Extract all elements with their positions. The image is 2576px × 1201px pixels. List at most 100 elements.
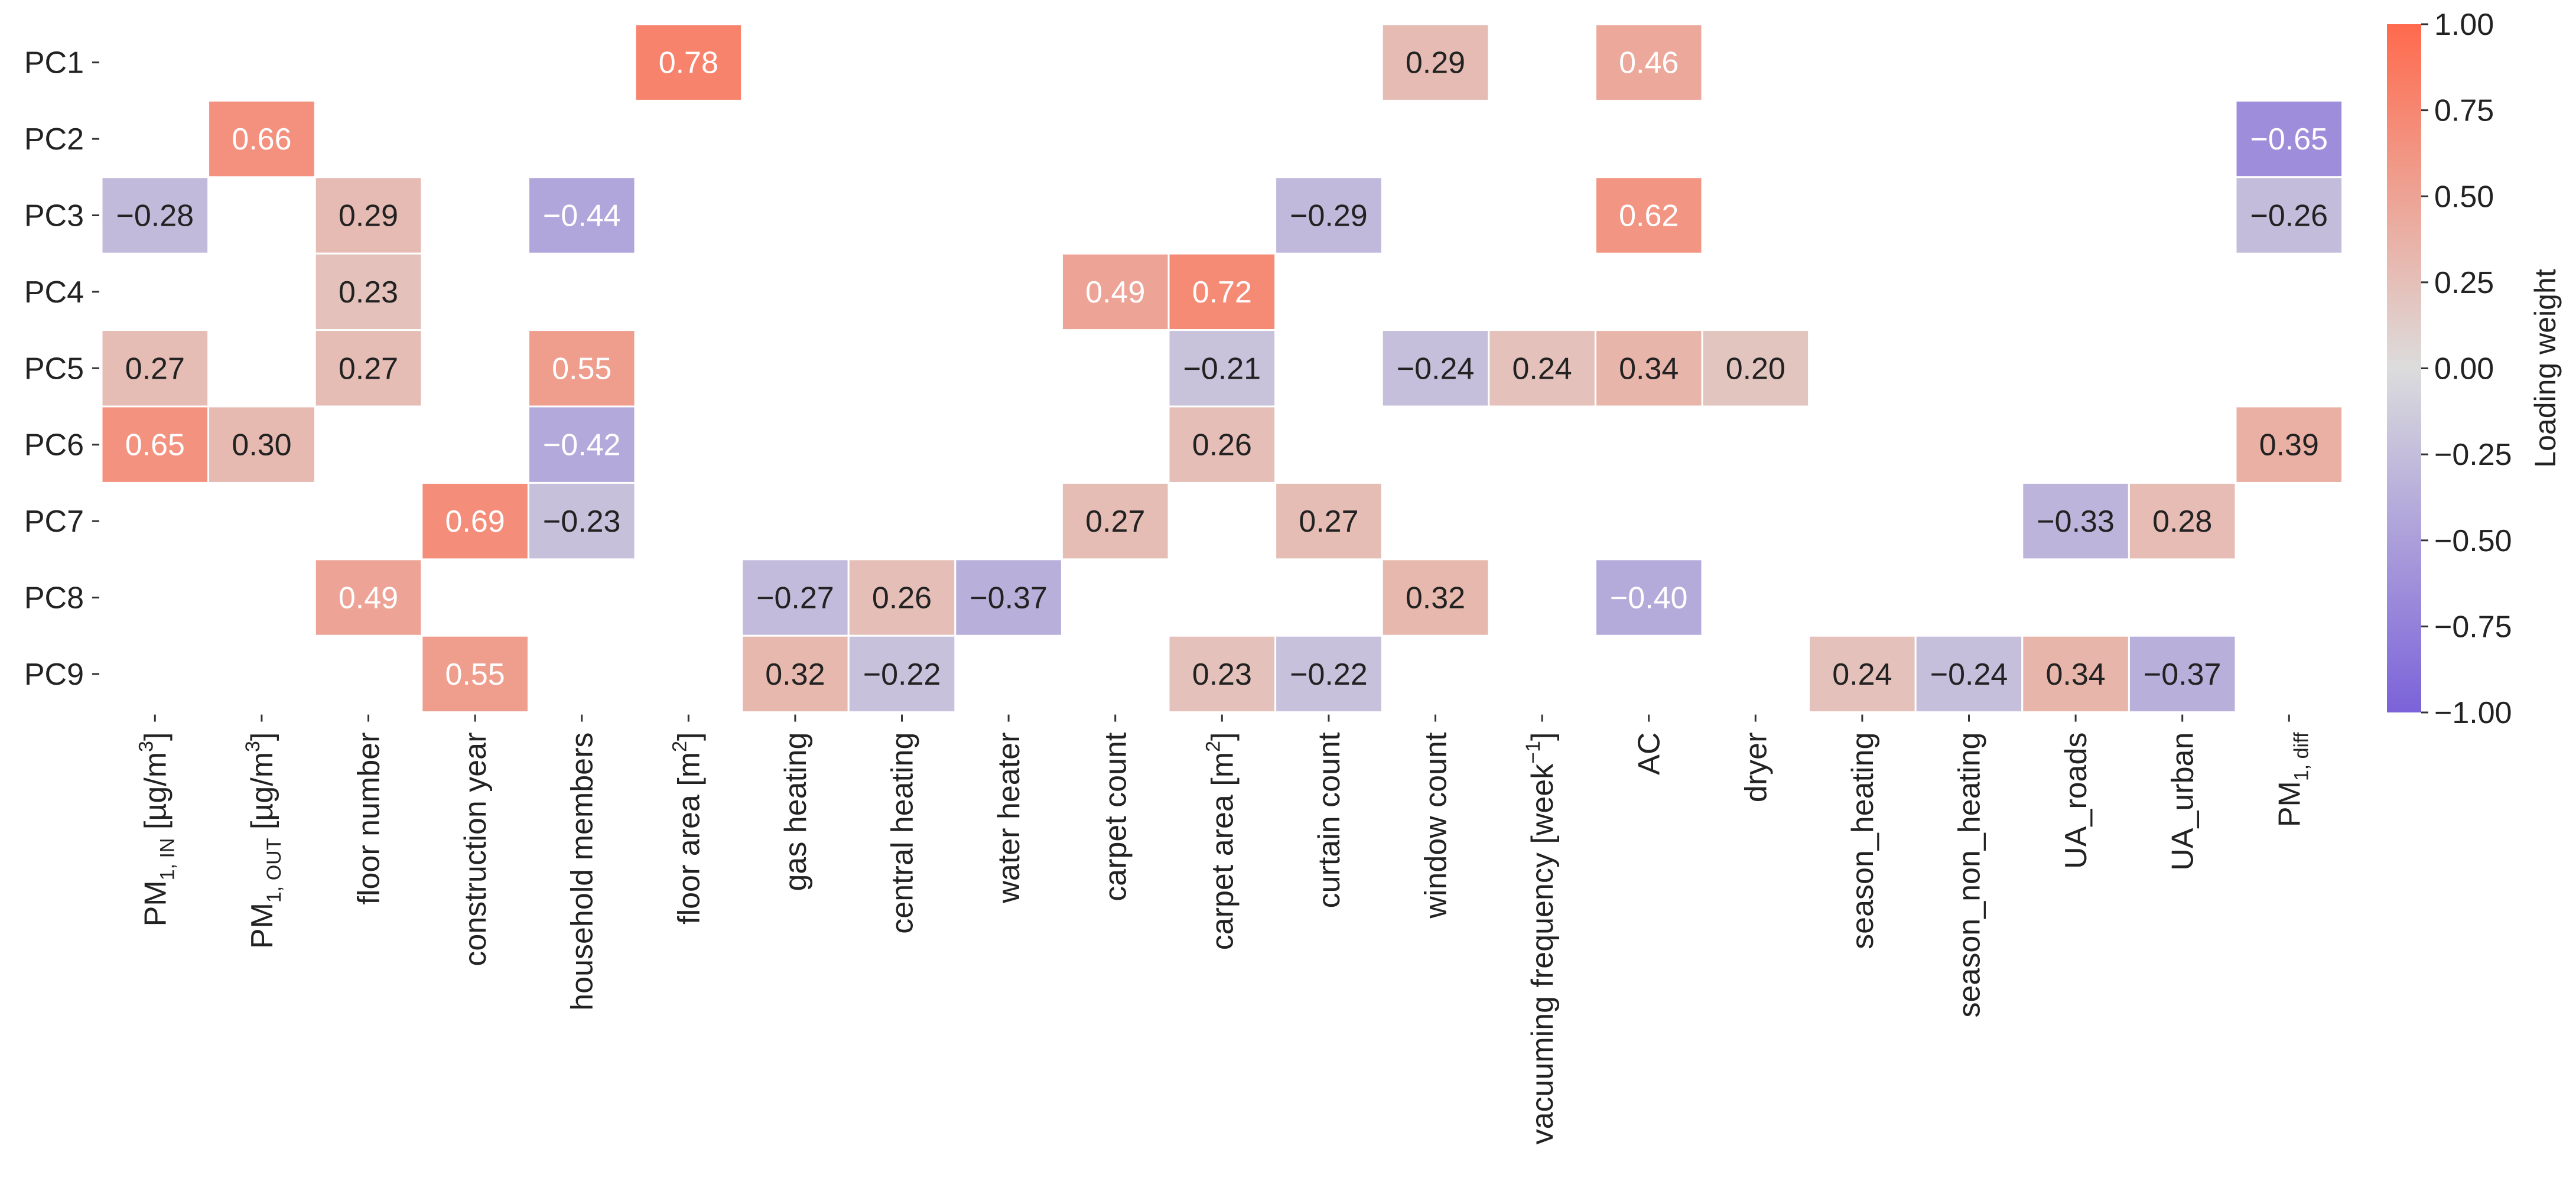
cell-value-label: 0.55	[552, 351, 612, 386]
heatmap-cell	[314, 329, 423, 408]
cell-value-label: −0.22	[1290, 658, 1368, 692]
colorbar-tick-label: 1.00	[2434, 8, 2494, 42]
cell-value-label: −0.44	[543, 199, 621, 233]
heatmap-cell	[100, 405, 210, 484]
row-label: PC4	[24, 275, 84, 310]
column-label: gas heating	[779, 733, 813, 891]
cell-value-label: −0.33	[2037, 505, 2115, 539]
column-label: central heating	[886, 733, 920, 934]
column-label: carpet count	[1099, 732, 1133, 901]
cell-value-label: 0.34	[1619, 351, 1679, 386]
colorbar-tick-label: 0.50	[2434, 180, 2494, 214]
colorbar-tick-label: −0.50	[2434, 524, 2512, 558]
row-label: PC6	[24, 428, 84, 463]
heatmap-cell	[1594, 329, 1703, 408]
colorbar-tick-label: 0.75	[2434, 94, 2494, 128]
cell-value-label: −0.26	[2250, 199, 2328, 233]
row-label: PC1	[24, 46, 84, 80]
cell-value-label: 0.24	[1832, 658, 1892, 692]
heatmap-cell	[1381, 23, 1490, 102]
cell-value-label: −0.37	[970, 581, 1048, 616]
cell-value-label: 0.24	[1512, 351, 1572, 386]
row-label: PC7	[24, 505, 84, 539]
heatmap-cell	[1274, 634, 1383, 714]
row-label: PC5	[24, 351, 84, 386]
cell-value-label: 0.28	[2152, 505, 2212, 539]
cell-value-label: 0.55	[445, 658, 505, 692]
heatmap-cell	[634, 23, 743, 102]
column-label: dryer	[1739, 733, 1773, 802]
column-label: floor area [m2]	[668, 733, 706, 925]
column-label: AC	[1632, 733, 1667, 775]
cell-value-label: 0.29	[1406, 46, 1465, 80]
heatmap-cell	[527, 481, 636, 561]
heatmap-cell	[1914, 634, 2024, 714]
heatmap-cell	[1061, 252, 1170, 331]
row-label: PC9	[24, 658, 84, 692]
column-axis: PM1, IN [µg/m3] PM1, OUT [µg/m3] floor num…	[135, 714, 2312, 1145]
cell-value-label: 0.78	[659, 46, 718, 80]
cell-value-label: 0.69	[445, 505, 505, 539]
heatmap-cell	[1381, 558, 1490, 637]
cell-value-label: 0.46	[1619, 46, 1679, 80]
heatmap-cell	[2021, 634, 2130, 714]
heatmap-cell	[2128, 481, 2237, 561]
cell-value-label: −0.65	[2250, 122, 2328, 157]
heatmap-cell	[1274, 481, 1383, 561]
cell-value-label: 0.34	[2045, 658, 2105, 692]
cell-value-label: −0.24	[1930, 658, 2008, 692]
heatmap-cell	[1594, 176, 1703, 255]
column-label: UA_urban	[2166, 733, 2200, 871]
cell-value-label: 0.27	[339, 351, 398, 386]
cell-value-label: 0.27	[125, 351, 185, 386]
row-axis: PC1 PC2 PC3 PC4 PC5 PC6 PC7 PC8 PC9	[24, 46, 99, 692]
cell-value-label: −0.37	[2144, 658, 2222, 692]
cell-value-label: 0.49	[1085, 275, 1145, 310]
column-label: curtain count	[1312, 732, 1346, 908]
column-label: PM1, OUT [µg/m3]	[242, 733, 285, 949]
cell-value-label: 0.49	[339, 581, 398, 616]
colorbar-tick-label: 0.25	[2434, 266, 2494, 300]
heatmap-cells	[100, 23, 2344, 714]
heatmap-cell	[1594, 23, 1703, 102]
cell-value-label: −0.21	[1183, 351, 1261, 386]
heatmap-cell	[1167, 252, 1277, 331]
column-label: PM1, IN [µg/m3]	[135, 733, 178, 927]
heatmap-cell	[847, 558, 957, 637]
cell-value-label: 0.30	[232, 428, 291, 463]
cell-value-label: 0.26	[872, 581, 932, 616]
heatmap-cell	[314, 558, 423, 637]
colorbar: 1.00 0.75 0.50 0.25 0.00 −0.25 −0.50 −0.75 −1.00…	[2387, 8, 2562, 730]
heatmap-cell	[2235, 176, 2344, 255]
heatmap-cell	[207, 99, 316, 178]
heatmap-cell	[100, 176, 210, 255]
row-label: PC8	[24, 581, 84, 616]
heatmap-cell	[527, 329, 636, 408]
cell-value-label: 0.26	[1192, 428, 1252, 463]
column-label: window count	[1419, 732, 1453, 919]
colorbar-tick-label: −0.25	[2434, 438, 2512, 472]
row-label: PC3	[24, 199, 84, 233]
heatmap-cell	[1808, 634, 1917, 714]
colorbar-ticks: 1.00 0.75 0.50 0.25 0.00 −0.25 −0.50 −0.75 −1.00	[2421, 8, 2512, 730]
cell-value-label: 0.23	[1192, 658, 1252, 692]
cell-value-label: 0.27	[1085, 505, 1145, 539]
column-label: water heater	[992, 733, 1026, 904]
cell-value-label: −0.22	[863, 658, 941, 692]
column-label: household members	[565, 733, 600, 1011]
column-label: carpet area [m2]	[1202, 733, 1240, 951]
heatmap-cell	[1274, 176, 1383, 255]
column-label: UA_roads	[2059, 733, 2093, 869]
colorbar-tick-label: −0.75	[2434, 610, 2512, 644]
heatmap-cell	[954, 558, 1063, 637]
heatmap-cell	[741, 634, 850, 714]
heatmap-cell	[1167, 405, 1277, 484]
column-label: construction year	[458, 733, 493, 966]
cell-value-label: 0.62	[1619, 199, 1679, 233]
cell-value-label: 0.32	[1406, 581, 1465, 616]
cell-value-label: 0.23	[339, 275, 398, 310]
cell-value-label: 0.66	[232, 122, 291, 157]
column-label: vacuuming frequency [week−1]	[1522, 733, 1560, 1145]
heatmap-cell-labels: 0.78 0.29 0.46 0.66 −0.65 −0.28 0.29 −0.44 −0.29…	[116, 46, 2328, 692]
